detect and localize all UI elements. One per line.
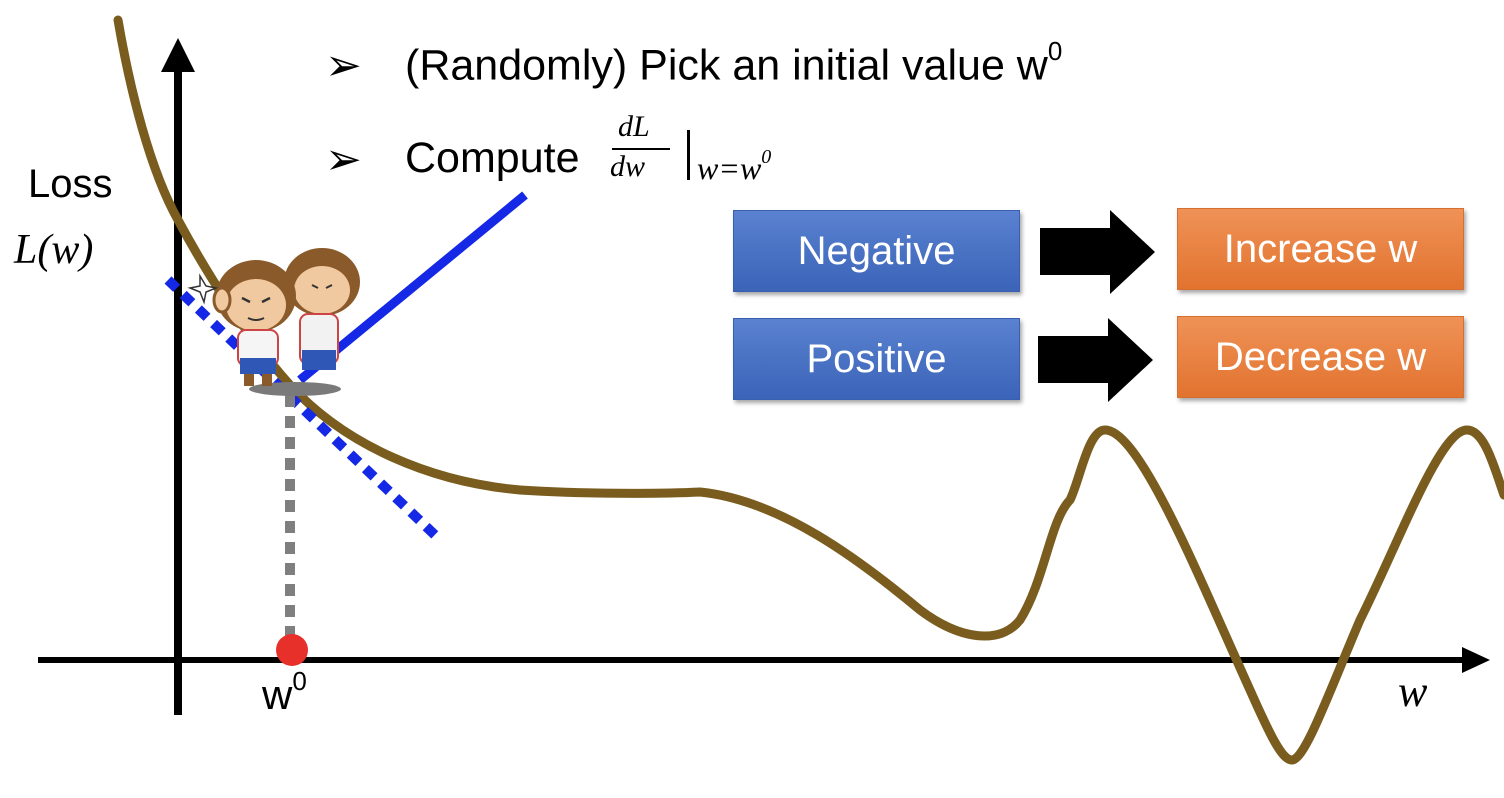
- negative-box: Negative: [733, 210, 1020, 292]
- step-2-text: Compute: [405, 134, 580, 182]
- decrease-w-box: Decrease w: [1177, 316, 1464, 398]
- step-bullet: ➢: [325, 134, 362, 185]
- arrow-right-icon: [1038, 318, 1153, 402]
- increase-w-box: Increase w: [1177, 208, 1464, 290]
- x-axis-arrowhead: [1462, 647, 1490, 673]
- y-axis-function-label: L(w): [14, 227, 94, 273]
- derivative-denominator: dw: [610, 150, 646, 183]
- step-1-text: (Randomly) Pick an initial value w0: [405, 36, 1063, 90]
- positive-box: Positive: [733, 318, 1020, 400]
- evaluation-point: w=w0: [697, 146, 772, 186]
- monkey-character-icon: [187, 248, 360, 396]
- derivative-numerator: dL: [618, 110, 650, 143]
- w0-marker: [276, 634, 308, 666]
- y-axis-arrowhead: [161, 38, 195, 72]
- evaluation-bar: [687, 130, 690, 180]
- y-axis-label: Loss: [28, 162, 113, 206]
- arrow-right-icon: [1040, 210, 1155, 294]
- fraction-bar: [612, 148, 670, 150]
- x-axis-label: w: [1398, 667, 1428, 716]
- step-bullet: ➢: [325, 40, 362, 91]
- w0-label: w0: [262, 666, 307, 718]
